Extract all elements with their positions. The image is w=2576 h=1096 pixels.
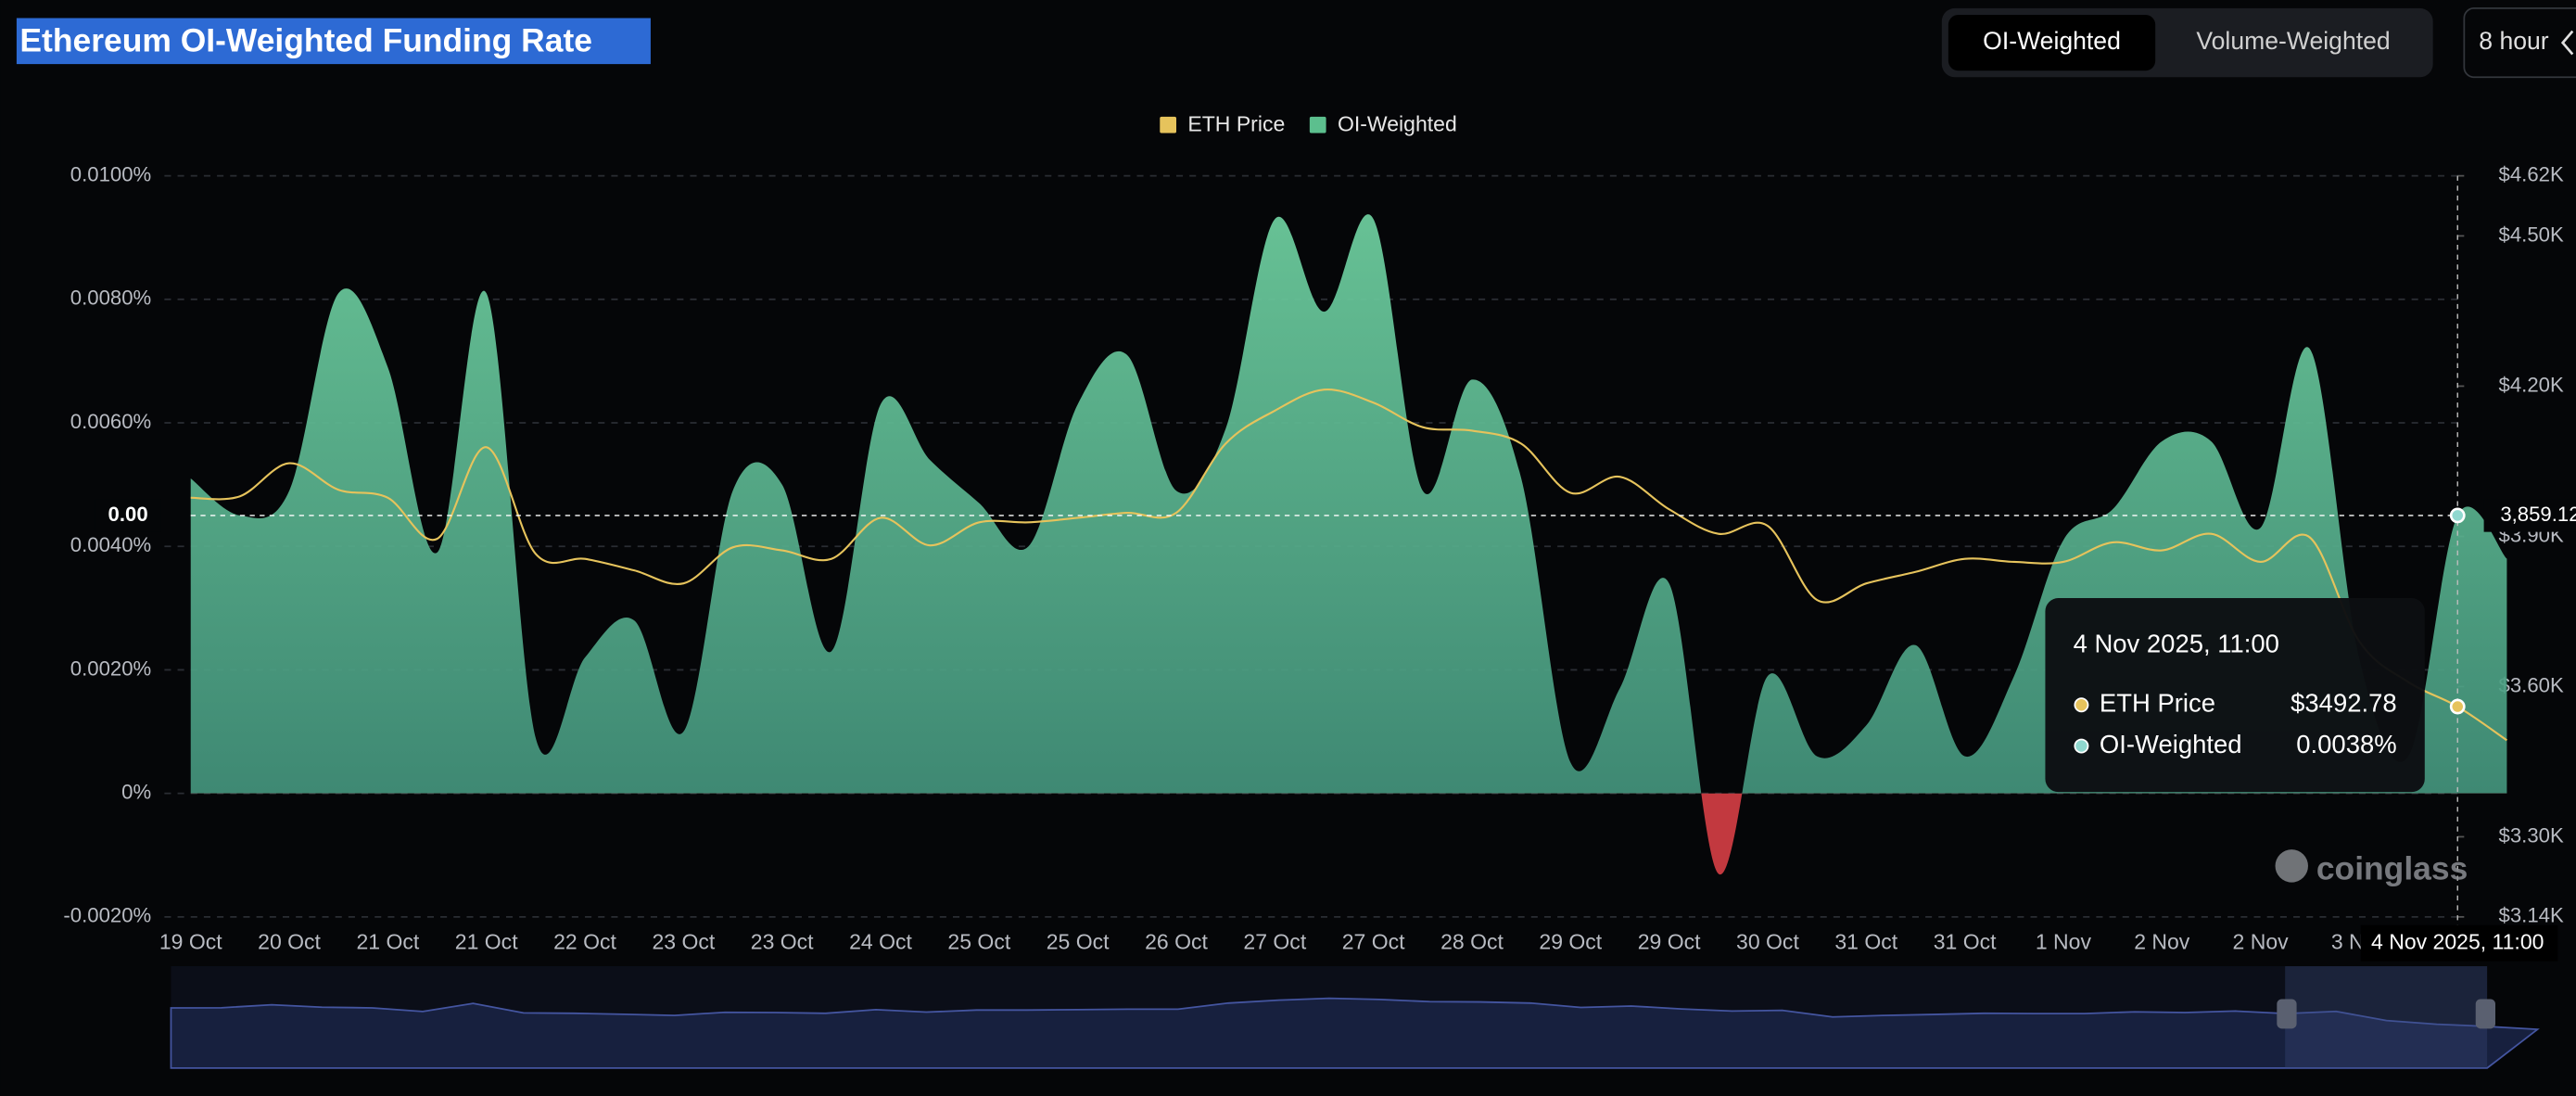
x-tick-label: 27 Oct [1342, 929, 1405, 953]
legend-swatch [1309, 116, 1326, 134]
x-tick-label: 21 Oct [356, 929, 419, 953]
crosshair-y-label: 0.00 [108, 503, 148, 526]
watermark-icon [2275, 849, 2308, 883]
interval-select[interactable] [2463, 6, 2576, 79]
x-tick-label: 25 Oct [1047, 929, 1110, 953]
x-tick-label: 24 Oct [849, 929, 912, 953]
crosshair-y2-label: 3,859.12 [2500, 503, 2576, 526]
hover-dot [2449, 698, 2466, 715]
negative-area [1701, 793, 1743, 874]
y2-tick-label: $4.20K [2499, 373, 2564, 396]
line [190, 389, 2508, 742]
legend-label: OI-Weighted [1338, 112, 1457, 136]
x-tick-label: 20 Oct [258, 929, 321, 953]
title-highlight [16, 18, 651, 65]
y2-tick-label: $3.14K [2499, 904, 2564, 927]
x-tick-label: 23 Oct [751, 929, 814, 953]
x-tick-label: 1 Nov [2036, 929, 2092, 953]
tooltip-dot [2074, 738, 2089, 754]
crosshair-label-bg [2360, 924, 2558, 962]
y2-tick-label: $3.60K [2499, 673, 2564, 696]
tooltip [2045, 598, 2425, 793]
tooltip-dot [2074, 697, 2089, 713]
tab-active[interactable] [1948, 14, 2156, 71]
navigator-area [170, 997, 2540, 1069]
x-tick-label: 19 Oct [159, 929, 222, 953]
tooltip-title: 4 Nov 2025, 11:00 [2074, 630, 2279, 658]
x-tick-label: 28 Oct [1440, 929, 1504, 953]
y-tick-label: 0.0060% [70, 410, 151, 433]
x-tick-label: 21 Oct [455, 929, 518, 953]
tooltip-value: $3492.78 [2290, 688, 2397, 717]
navigator-handle[interactable] [2475, 999, 2496, 1029]
y-tick-label: -0.0020% [63, 904, 151, 927]
watermark: coinglass [2316, 850, 2468, 887]
y2-tick-label: $3.30K [2499, 823, 2564, 847]
crosshair-x-label: 4 Nov 2025, 11:00 [2371, 929, 2544, 953]
tab[interactable]: OI-Weighted [1983, 27, 2121, 55]
page-title: Ethereum OI-Weighted Funding Rate [19, 21, 592, 58]
y-tick-label: 0.0080% [70, 287, 151, 310]
interval-label[interactable]: 8 hour [2479, 27, 2549, 55]
y-tick-label: 0.0100% [70, 162, 151, 185]
area [190, 214, 2507, 794]
x-tick-label: 31 Oct [1934, 929, 1997, 953]
x-tick-label: 26 Oct [1145, 929, 1208, 953]
y2-tick-label: $4.50K [2499, 223, 2564, 246]
hover-dot [2449, 507, 2466, 524]
x-tick-label: 29 Oct [1539, 929, 1602, 953]
x-tick-label: 27 Oct [1243, 929, 1306, 953]
tooltip-name: OI-Weighted [2100, 730, 2242, 758]
legend-swatch [1160, 116, 1176, 134]
x-tick-label: 25 Oct [947, 929, 1010, 953]
y-tick-label: 0.0040% [70, 533, 151, 556]
y-tick-label: 0.0020% [70, 656, 151, 680]
crosshair-label-bg [2483, 499, 2576, 532]
x-tick-label: 2 Nov [2134, 929, 2190, 953]
x-tick-label: 22 Oct [553, 929, 616, 953]
crosshair-label-bg [95, 499, 161, 532]
x-tick-label: 2 Nov [2233, 929, 2290, 953]
navigator-handle[interactable] [2277, 999, 2297, 1029]
x-tick-label: 23 Oct [652, 929, 715, 953]
y-tick-label: 0% [121, 780, 151, 803]
x-tick-label: 29 Oct [1638, 929, 1701, 953]
chevron [2560, 30, 2574, 56]
x-tick-label: 31 Oct [1834, 929, 1897, 953]
y2-tick-label: $4.62K [2499, 162, 2564, 185]
tooltip-name: ETH Price [2100, 688, 2215, 717]
navigator-selection[interactable] [2285, 966, 2488, 1068]
tooltip-value: 0.0038% [2296, 730, 2396, 758]
x-tick-label: 30 Oct [1736, 929, 1799, 953]
legend-label: ETH Price [1187, 112, 1285, 136]
tab[interactable]: Volume-Weighted [2196, 27, 2390, 55]
